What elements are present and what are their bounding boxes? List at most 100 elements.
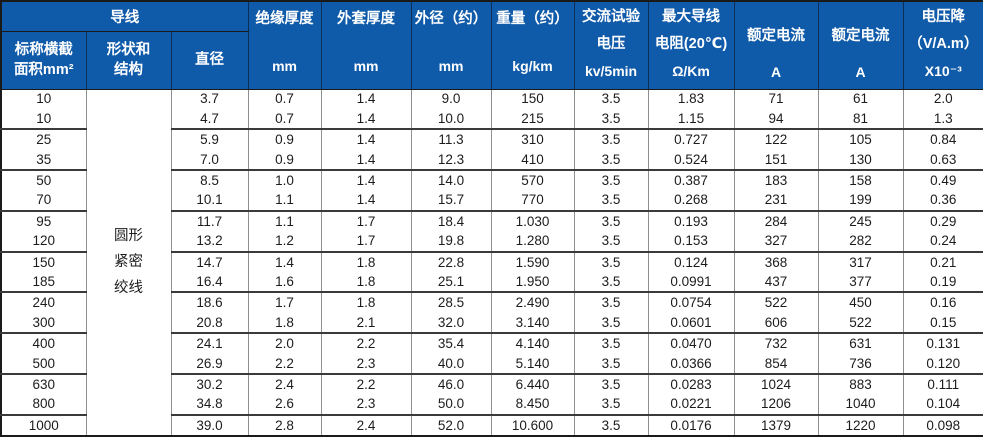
cell: 0.16: [902, 292, 983, 313]
cell: 1.4: [247, 251, 322, 273]
cell: 3.5: [573, 251, 649, 273]
header-unit: A: [770, 64, 782, 81]
cell: 1.4: [320, 129, 412, 150]
cell: 522: [817, 312, 904, 335]
table-row: 630 30.2 2.4 2.2 46.0 6.440 3.5 0.0283 1024 883 0.…: [0, 373, 983, 395]
col-header-diameter: 直径: [170, 30, 249, 90]
cell: 0.131: [902, 333, 983, 354]
cell: 3.7: [170, 89, 249, 109]
cell: 4.140: [490, 333, 575, 354]
cell: 0.24: [902, 231, 983, 253]
cell: 1.83: [647, 89, 735, 109]
cell: 215: [490, 108, 575, 131]
cell: 377: [817, 272, 904, 294]
cell: 3.5: [573, 272, 649, 294]
cell: 1.1: [247, 210, 322, 232]
header-line: 外套厚度: [337, 11, 396, 28]
header-line: 绝缘厚度: [255, 11, 314, 28]
cell: 231: [733, 190, 819, 212]
cell: 16.4: [170, 272, 249, 294]
cell: 3.5: [573, 333, 649, 354]
table-row: 185 16.4 1.6 1.8 25.1 1.950 3.5 0.0991 437 377 0.1…: [0, 272, 983, 294]
cell: 0.268: [647, 190, 735, 212]
cell: 39.0: [170, 414, 249, 437]
cell: 26.9: [170, 353, 249, 375]
cell: 2.4: [320, 414, 412, 437]
cell: 0.120: [902, 353, 983, 375]
cell: 1.0: [247, 170, 322, 191]
cell: 130: [817, 149, 904, 172]
cell: 854: [733, 353, 819, 375]
cell: 0.7: [247, 89, 322, 109]
cell: 35: [0, 149, 87, 172]
cell: 570: [490, 170, 575, 191]
cell: 19.8: [410, 231, 492, 253]
col-header-jacket: 外套厚度 mm: [320, 0, 412, 90]
cell: 8.450: [490, 394, 575, 416]
cell: 1.4: [320, 190, 412, 212]
cell: 368: [733, 251, 819, 273]
table-row: 25 5.9 0.9 1.4 11.3 310 3.5 0.727 122 105 0.84: [0, 129, 983, 150]
cell: 10.0: [410, 108, 492, 131]
header-line: 标称横截: [14, 41, 73, 58]
cell: 4.7: [170, 108, 249, 131]
cell: 522: [733, 292, 819, 313]
col-header-outer-diameter: 外径（约） mm: [410, 0, 492, 90]
cell: 46.0: [410, 373, 492, 395]
cell: 120: [0, 231, 87, 253]
cell: 400: [0, 333, 87, 354]
header-line: 交流试验: [582, 9, 641, 26]
cell: 800: [0, 394, 87, 416]
cell: 94: [733, 108, 819, 131]
cell: 2.2: [247, 353, 322, 375]
cell: 0.124: [647, 251, 735, 273]
cell: 7.0: [170, 149, 249, 172]
cell: 0.111: [902, 373, 983, 395]
cell: 300: [0, 312, 87, 335]
cell: 0.104: [902, 394, 983, 416]
cell: 1.4: [320, 170, 412, 191]
cell: 3.5: [573, 190, 649, 212]
col-header-ac-test-voltage: 交流试验 电压 kv/5min: [573, 0, 649, 90]
cell: 3.5: [573, 108, 649, 131]
cell: 3.5: [573, 149, 649, 172]
col-header-voltage-drop: 电压降 （V/A.m） X10⁻³: [902, 0, 983, 90]
header-line: 电压: [596, 36, 626, 53]
cell: 736: [817, 353, 904, 375]
table-row: 120 13.2 1.2 1.7 19.8 1.280 3.5 0.153 327 282 0.24: [0, 231, 983, 253]
cell: 3.5: [573, 231, 649, 253]
cell: 10.1: [170, 190, 249, 212]
cell: 0.84: [902, 129, 983, 150]
cell: 14.0: [410, 170, 492, 191]
cell: 0.387: [647, 170, 735, 191]
cell: 0.21: [902, 251, 983, 273]
cell: 10: [0, 89, 87, 109]
header-unit: mm: [438, 58, 464, 75]
cell: 1.280: [490, 231, 575, 253]
cell: 24.1: [170, 333, 249, 354]
header-unit: X10⁻³: [924, 63, 962, 80]
cell: 0.0601: [647, 312, 735, 335]
cell: 410: [490, 149, 575, 172]
col-header-insulation: 绝缘厚度 mm: [247, 0, 322, 90]
cell: 282: [817, 231, 904, 253]
cell: 450: [817, 292, 904, 313]
cell: 1040: [817, 394, 904, 416]
cell: 2.3: [320, 394, 412, 416]
cell: 1000: [0, 414, 87, 437]
cell: 3.5: [573, 373, 649, 395]
cell: 150: [0, 251, 87, 273]
cell: 1.1: [247, 190, 322, 212]
cell: 11.7: [170, 210, 249, 232]
cell: 1220: [817, 414, 904, 437]
cell: 1.950: [490, 272, 575, 294]
table-row: 400 24.1 2.0 2.2 35.4 4.140 3.5 0.0470 732 631 0.1…: [0, 333, 983, 354]
cell: 70: [0, 190, 87, 212]
table-body: 10 圆形 紧密 绞线 3.7 0.7 1.4 9.0 150 3.5 1.83 71 61 2.0 10 4…: [0, 89, 983, 437]
header-unit: Ω/Km: [672, 63, 710, 80]
cell: 0.7: [247, 108, 322, 131]
conductor-shape-cell: 圆形 紧密 绞线: [85, 89, 172, 437]
cell: 30.2: [170, 373, 249, 395]
cell: 2.1: [320, 312, 412, 335]
table-row: 10 圆形 紧密 绞线 3.7 0.7 1.4 9.0 150 3.5 1.83 71 61 2.0: [0, 89, 983, 437]
